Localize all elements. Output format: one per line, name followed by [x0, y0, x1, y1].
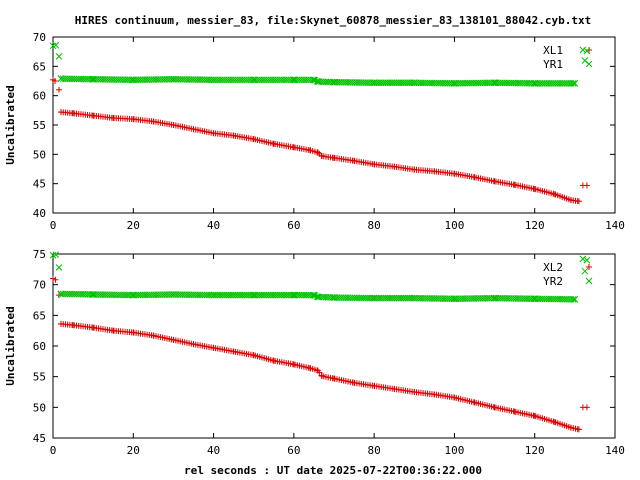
data-point — [579, 46, 587, 54]
data-point — [56, 292, 63, 299]
series-yr1 — [49, 41, 591, 87]
x-tick-label: 60 — [287, 444, 300, 457]
x-tick-label: 120 — [525, 219, 545, 232]
data-point — [89, 291, 97, 298]
data-point — [583, 47, 591, 55]
legend-marker — [586, 47, 592, 53]
panels: 0 20 40 60 80 100 120 140 40 45 50 55 60 65 70 Uncalibr… — [4, 31, 625, 457]
data-point — [581, 267, 589, 275]
x-tick-label: 80 — [368, 219, 381, 232]
data-point — [569, 296, 577, 303]
data-point — [579, 255, 587, 263]
y-tick-label: 55 — [33, 371, 46, 384]
legend-label: YR2 — [543, 275, 563, 288]
panel-1: 0 20 40 60 80 100 120 140 40 45 50 55 60 65 70 Uncalibr… — [4, 31, 625, 232]
y-tick-label: 75 — [33, 248, 46, 261]
y-tick-label: 50 — [33, 148, 46, 161]
data-point — [583, 404, 590, 411]
data-point — [583, 256, 591, 264]
data-point — [89, 75, 97, 83]
x-tick-label: 100 — [444, 444, 464, 457]
plot-frame — [52, 253, 616, 439]
y-tick-label: 40 — [33, 207, 46, 220]
data-point — [574, 198, 581, 205]
data-point — [52, 78, 59, 84]
data-point — [55, 53, 63, 60]
x-tick-label: 120 — [525, 444, 545, 457]
plot-frame — [52, 36, 616, 214]
x-tick-label: 100 — [444, 219, 464, 232]
panel-2: 0 20 40 60 80 100 120 140 45 50 55 60 65 70 75 Uncalibr… — [4, 248, 625, 457]
legend-label: XL2 — [543, 261, 563, 274]
x-tick-label: 140 — [605, 444, 625, 457]
y-tick-label: 65 — [33, 309, 46, 322]
data-point — [55, 264, 63, 271]
data-point — [311, 292, 319, 299]
y-tick-label: 50 — [33, 401, 46, 414]
chart-title: HIRES continuum, messier_83, file:Skynet… — [75, 14, 592, 27]
y-tick-label: 45 — [33, 178, 46, 191]
data-point — [567, 79, 575, 87]
legend-marker — [585, 277, 593, 285]
y-tick-label: 70 — [33, 279, 46, 292]
data-point — [52, 41, 60, 49]
y-tick-label: 70 — [33, 31, 46, 44]
data-point — [52, 251, 60, 258]
data-point — [56, 86, 63, 93]
data-point — [309, 76, 317, 84]
data-point — [316, 369, 323, 376]
y-tick-label: 65 — [33, 60, 46, 73]
data-point — [569, 79, 577, 87]
x-tick-label: 140 — [605, 219, 625, 232]
data-point — [309, 291, 317, 299]
data-point — [531, 295, 539, 303]
x-tick-label: 40 — [207, 219, 220, 232]
y-tick-label: 55 — [33, 119, 46, 132]
x-axis-label: rel seconds : UT date 2025-07-22T00:36:2… — [184, 464, 482, 477]
data-point — [574, 426, 581, 433]
x-tick-label: 20 — [127, 219, 140, 232]
legend-label: YR1 — [543, 58, 563, 71]
legend-marker — [585, 60, 593, 68]
x-tick-label: 20 — [127, 444, 140, 457]
data-point — [531, 79, 539, 87]
data-point — [290, 291, 298, 299]
x-tick-label: 0 — [50, 219, 57, 232]
y-tick-label: 45 — [33, 432, 46, 445]
legend-marker — [586, 264, 592, 270]
legend-label: XL1 — [543, 44, 563, 57]
data-point — [311, 76, 319, 84]
x-tick-label: 0 — [50, 444, 57, 457]
y-axis-label: Uncalibrated — [4, 85, 17, 164]
x-tick-label: 40 — [207, 444, 220, 457]
x-tick-label: 80 — [368, 444, 381, 457]
y-tick-label: 60 — [33, 340, 46, 353]
data-point — [583, 182, 590, 189]
y-axis-label: Uncalibrated — [4, 306, 17, 385]
series-xl2 — [50, 275, 590, 433]
x-tick-label: 60 — [287, 219, 300, 232]
data-point — [52, 276, 59, 283]
data-point — [290, 76, 298, 84]
data-point — [567, 295, 575, 303]
series-yr2 — [49, 251, 591, 303]
y-tick-label: 60 — [33, 90, 46, 103]
series-xl1 — [50, 76, 590, 205]
